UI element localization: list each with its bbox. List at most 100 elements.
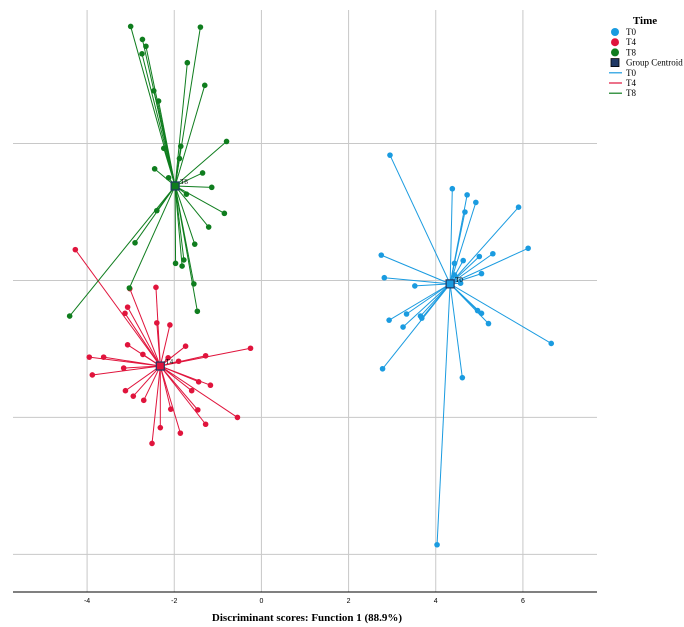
legend-label: T0 bbox=[626, 27, 636, 37]
data-point-t4 bbox=[86, 354, 93, 360]
data-point-t0 bbox=[400, 324, 406, 330]
data-point-t4 bbox=[234, 414, 241, 421]
connector-line-t4 bbox=[151, 365, 161, 444]
data-point-t0 bbox=[403, 311, 410, 317]
legend-swatch-square bbox=[610, 58, 620, 67]
connector-line-t8 bbox=[174, 141, 227, 187]
data-point-t4 bbox=[149, 440, 155, 447]
connector-line-t0 bbox=[449, 247, 529, 285]
data-point-t0 bbox=[462, 209, 468, 215]
data-point-t8 bbox=[165, 174, 172, 181]
data-point-t0 bbox=[490, 250, 496, 257]
connector-line-t0 bbox=[449, 283, 489, 324]
data-point-t8 bbox=[126, 285, 133, 291]
centroid-label-t0: T0 bbox=[455, 276, 463, 284]
legend-label: Group Centroid bbox=[626, 58, 683, 68]
connector-line-t0 bbox=[388, 283, 451, 321]
data-point-t4 bbox=[167, 322, 173, 328]
data-point-t4 bbox=[202, 421, 209, 428]
data-point-t8 bbox=[177, 143, 184, 150]
legend-entry-t8-line: T8 bbox=[609, 88, 636, 98]
data-point-t0 bbox=[478, 270, 485, 277]
legend-label: T0 bbox=[626, 68, 636, 78]
data-point-t0 bbox=[473, 199, 479, 206]
data-point-t0 bbox=[386, 317, 392, 323]
data-point-t4 bbox=[195, 378, 202, 385]
data-point-t8 bbox=[201, 82, 208, 89]
data-point-t4 bbox=[177, 430, 184, 436]
connector-line-t4 bbox=[159, 365, 192, 392]
connector-line-t0 bbox=[436, 283, 451, 545]
data-point-t8 bbox=[139, 36, 146, 43]
data-point-t4 bbox=[100, 354, 107, 360]
connector-line-t8 bbox=[141, 53, 176, 187]
data-point-t8 bbox=[191, 281, 197, 287]
data-point-t8 bbox=[132, 240, 138, 246]
data-point-t4 bbox=[140, 397, 147, 404]
connector-line-t8 bbox=[130, 26, 176, 187]
data-point-t8 bbox=[194, 308, 201, 315]
connector-line-t4 bbox=[159, 324, 171, 367]
connector-line-t0 bbox=[402, 283, 451, 328]
legend-label: T8 bbox=[626, 47, 636, 57]
data-points bbox=[66, 23, 555, 548]
data-point-t8 bbox=[181, 257, 187, 263]
connector-line-t0 bbox=[414, 283, 451, 287]
data-point-t0 bbox=[449, 185, 456, 192]
centroid-marker-t4 bbox=[155, 361, 165, 371]
data-point-t8 bbox=[154, 207, 160, 214]
data-point-t0 bbox=[459, 374, 466, 381]
connector-line-t4 bbox=[129, 288, 161, 367]
x-axis: -4 -2 0 2 4 6 bbox=[13, 591, 597, 605]
data-point-t4 bbox=[202, 352, 209, 359]
data-point-t0 bbox=[464, 192, 470, 198]
data-point-t0 bbox=[419, 315, 425, 321]
data-point-t8 bbox=[176, 155, 183, 162]
data-point-t8 bbox=[139, 51, 145, 57]
data-point-t4 bbox=[122, 310, 128, 317]
data-point-t0 bbox=[478, 310, 485, 317]
data-point-t8 bbox=[66, 313, 73, 319]
connector-line-t8 bbox=[175, 185, 212, 188]
data-point-t8 bbox=[208, 184, 215, 191]
connector-line-t0 bbox=[381, 254, 451, 285]
centroid-marker-t8 bbox=[170, 181, 180, 191]
connector-line-t8 bbox=[163, 148, 176, 187]
x-axis-title: Discriminant scores: Function 1 (88.9%) bbox=[212, 612, 402, 624]
data-point-t0 bbox=[460, 257, 467, 264]
data-point-t4 bbox=[89, 372, 96, 378]
legend-swatch-point bbox=[611, 48, 619, 57]
legend-entry-t0-point: T0 bbox=[611, 27, 636, 37]
x-tick-label: -2 bbox=[171, 598, 177, 605]
data-point-t4 bbox=[154, 320, 160, 326]
legend-entry-t4-point: T4 bbox=[611, 37, 636, 47]
connector-line-t8 bbox=[174, 185, 183, 267]
x-tick-label: -4 bbox=[84, 598, 90, 605]
x-tick-label: 2 bbox=[347, 598, 351, 605]
data-point-t0 bbox=[476, 253, 483, 260]
data-point-t0 bbox=[485, 320, 492, 327]
data-point-t4 bbox=[247, 345, 254, 352]
data-point-t0 bbox=[378, 252, 385, 258]
connector-line-t0 bbox=[382, 283, 451, 370]
data-point-t4 bbox=[165, 355, 171, 361]
connector-line-t4 bbox=[127, 306, 161, 367]
data-point-t4 bbox=[122, 387, 129, 394]
connector-line-t4 bbox=[132, 365, 161, 397]
data-point-t4 bbox=[153, 284, 159, 291]
connector-line-t4 bbox=[74, 249, 161, 367]
data-point-t8 bbox=[221, 210, 228, 217]
data-point-t0 bbox=[525, 245, 531, 252]
centroid-connector-lines bbox=[69, 26, 552, 545]
connector-line-t0 bbox=[449, 283, 463, 378]
legend-entry-group-centroid-square: Group Centroid bbox=[610, 58, 683, 68]
connector-line-t0 bbox=[406, 283, 451, 315]
x-tick-label: 4 bbox=[434, 598, 438, 605]
connector-line-t4 bbox=[156, 322, 161, 367]
legend-swatch-point bbox=[611, 28, 619, 36]
centroid-marker-t0 bbox=[445, 279, 455, 289]
data-point-t4 bbox=[175, 358, 182, 365]
data-point-t8 bbox=[150, 87, 157, 94]
connector-line-t8 bbox=[174, 85, 206, 187]
